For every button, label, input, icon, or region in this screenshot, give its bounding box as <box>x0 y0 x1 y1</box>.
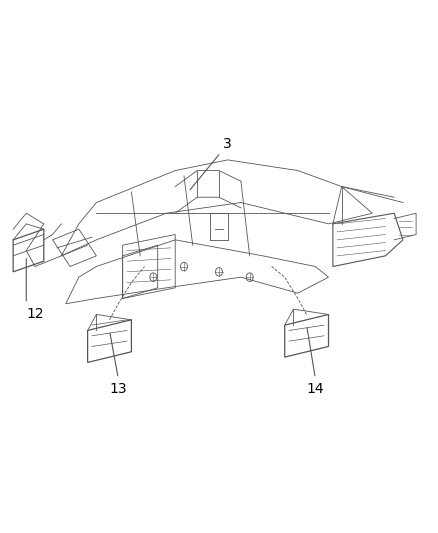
Text: 13: 13 <box>110 382 127 396</box>
Text: 14: 14 <box>307 382 324 396</box>
Text: 3: 3 <box>190 137 232 190</box>
Text: 12: 12 <box>26 308 44 321</box>
